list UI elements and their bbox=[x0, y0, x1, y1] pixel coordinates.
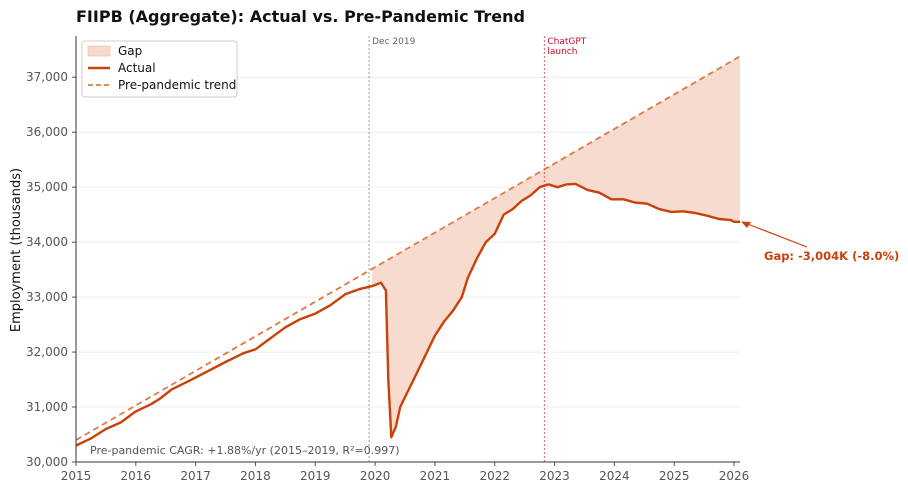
reference-line-label: launch bbox=[547, 47, 577, 57]
y-tick-label: 37,000 bbox=[26, 70, 68, 84]
axes-layer: 30,000 31,000 32,000 33,000 34,000 35,000 36,0… bbox=[26, 36, 749, 483]
y-tick-label: 35,000 bbox=[26, 180, 68, 194]
x-tick-label: 2021 bbox=[420, 469, 451, 483]
x-tick-label: 2025 bbox=[659, 469, 690, 483]
fill-layer bbox=[372, 56, 740, 438]
series-layer bbox=[75, 55, 741, 447]
reference-line-label: Dec 2019 bbox=[372, 37, 415, 47]
y-tick-label: 36,000 bbox=[26, 125, 68, 139]
reference-line-label: ChatGPT bbox=[547, 37, 586, 47]
x-tick-label: 2026 bbox=[719, 469, 750, 483]
y-axis-title: Employment (thousands) bbox=[9, 168, 24, 332]
x-tick-label: 2017 bbox=[180, 469, 211, 483]
annotation-layer: Gap: -3,004K (-8.0%) bbox=[741, 221, 899, 263]
gap-annotation: Gap: -3,004K (-8.0%) bbox=[764, 249, 899, 263]
x-tick-label: 2018 bbox=[240, 469, 271, 483]
series-trend-line bbox=[75, 55, 741, 441]
x-tick-label: 2019 bbox=[300, 469, 331, 483]
legend: Gap Actual Pre-pandemic trend bbox=[81, 40, 238, 98]
cagr-note: Pre-pandemic CAGR: +1.88%/yr (2015–2019,… bbox=[90, 444, 399, 457]
x-tick-label: 2016 bbox=[121, 469, 152, 483]
y-tick-label: 32,000 bbox=[26, 345, 68, 359]
x-tick-label: 2015 bbox=[61, 469, 92, 483]
legend-label-actual: Actual bbox=[118, 61, 156, 75]
y-tick-label: 33,000 bbox=[26, 290, 68, 304]
gap-area bbox=[372, 56, 740, 438]
legend-label-gap: Gap bbox=[118, 44, 142, 58]
legend-box bbox=[81, 40, 238, 98]
legend-label-trend: Pre-pandemic trend bbox=[118, 78, 236, 92]
y-tick-label: 34,000 bbox=[26, 235, 68, 249]
x-tick-label: 2020 bbox=[360, 469, 391, 483]
x-tick-label: 2022 bbox=[479, 469, 510, 483]
y-tick-label: 30,000 bbox=[26, 455, 68, 469]
y-tick-label: 31,000 bbox=[26, 400, 68, 414]
series-actual-line bbox=[75, 182, 740, 447]
gap-arrow-head bbox=[741, 221, 751, 228]
x-tick-label: 2023 bbox=[539, 469, 570, 483]
legend-swatch-gap bbox=[87, 45, 111, 57]
chart-title: FIIPB (Aggregate): Actual vs. Pre-Pandem… bbox=[76, 7, 525, 26]
x-tick-label: 2024 bbox=[599, 469, 630, 483]
gap-arrow-line bbox=[744, 222, 808, 248]
